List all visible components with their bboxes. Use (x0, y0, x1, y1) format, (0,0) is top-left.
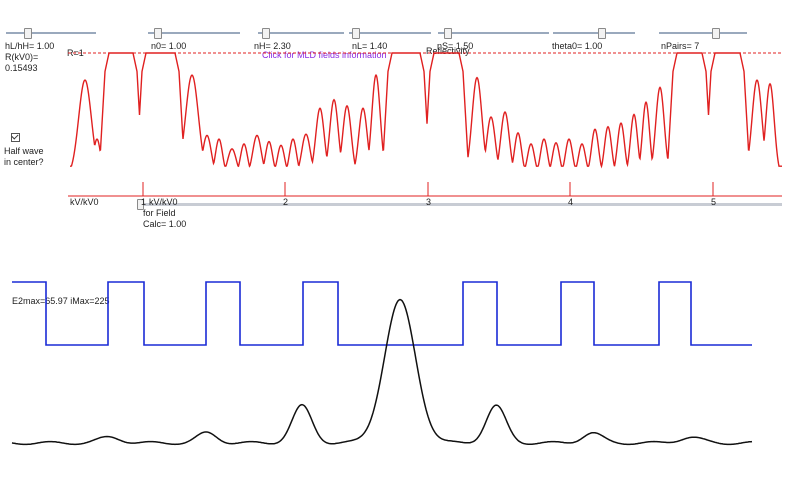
slider-nh[interactable] (258, 28, 344, 39)
slider-n0-thumb[interactable] (153, 28, 162, 39)
r-kv0-label: R(kV0)= (5, 52, 39, 62)
slider-nl-thumb[interactable] (352, 28, 361, 39)
field-calc-slider[interactable] (137, 199, 782, 213)
half-wave-checkbox[interactable] (11, 133, 20, 142)
slider-nl-track (349, 32, 431, 34)
reflectivity-title: Reflectivity (426, 46, 470, 56)
slider-hl-hh-thumb[interactable] (24, 28, 32, 39)
x-tick-label: 5 (711, 197, 716, 207)
slider-nh-thumb[interactable] (262, 28, 271, 39)
slider-nh-track (258, 32, 344, 34)
x-tick-label: 4 (568, 197, 573, 207)
slider-hl-hh-track (6, 32, 96, 34)
slider-nl-label: nL= 1.40 (352, 41, 388, 51)
slider-theta0[interactable] (553, 28, 635, 39)
r-kv0-value: 0.15493 (5, 63, 38, 73)
field-calc-slider-thumb[interactable] (137, 199, 144, 210)
field-intensity-curve (11, 298, 753, 446)
slider-hl-hh[interactable] (6, 28, 96, 39)
index-profile-curve (12, 281, 752, 346)
slider-npairs-label: nPairs= 7 (661, 41, 700, 51)
slider-hl-hh-label: hL/hH= 1.00 (5, 41, 55, 51)
field-calc-label-line1: kV/kV0 (149, 197, 178, 207)
slider-n0[interactable] (148, 28, 240, 39)
reflectivity-curve (70, 52, 782, 169)
slider-n0-track (148, 32, 240, 34)
slider-nh-label: nH= 2.30 (254, 41, 291, 51)
x-tick-label: 3 (426, 197, 431, 207)
field-calc-label-line2: for Field (143, 208, 176, 218)
x-axis-label: kV/kV0 (70, 197, 99, 207)
x-tick-label: 1 (141, 197, 146, 207)
half-wave-label-line2: in center? (4, 157, 44, 167)
slider-npairs-track (659, 32, 747, 34)
slider-theta0-track (553, 32, 635, 34)
slider-nl[interactable] (349, 28, 431, 39)
x-axis-ticks: 1 2 3 4 5 (141, 182, 716, 207)
slider-n0-label: n0= 1.00 (151, 41, 187, 51)
x-tick-label: 2 (283, 197, 288, 207)
slider-theta0-thumb[interactable] (598, 28, 607, 39)
slider-ns-label: nS= 1.50 (437, 41, 474, 51)
slider-ns-track (438, 32, 549, 34)
slider-ns[interactable] (438, 28, 549, 39)
half-wave-label-line1: Half wave (4, 146, 44, 156)
slider-theta0-label: theta0= 1.00 (552, 41, 603, 51)
slider-ns-thumb[interactable] (443, 28, 452, 39)
mld-fields-link[interactable]: Click for MLD fields information (262, 50, 387, 60)
slider-npairs[interactable] (659, 28, 747, 39)
field-calc-label-line3: Calc= 1.00 (143, 219, 187, 229)
field-calc-slider-track (139, 203, 782, 206)
e2max-readout: E2max=65.97 iMax=225 (12, 296, 110, 306)
slider-npairs-thumb[interactable] (711, 28, 720, 39)
